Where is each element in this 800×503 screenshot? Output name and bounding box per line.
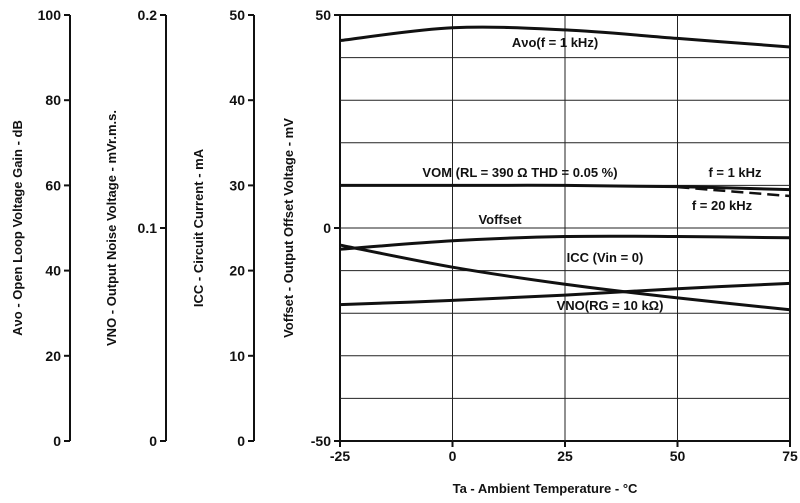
y-axis-label-voff: Voffset - Output Offset Voltage - mV: [281, 118, 296, 338]
y-tick-label-avo: 40: [45, 263, 61, 279]
x-tick-label: -25: [330, 448, 350, 464]
series-line-4: [339, 243, 791, 312]
y-axis-label-avo: Aνo - Open Loop Voltage Gain - dB: [10, 120, 25, 336]
y-tick-label-avo: 100: [38, 7, 62, 23]
y-tick-label-voff: 0: [323, 220, 331, 236]
y-tick-label-icc: 30: [229, 177, 245, 193]
series-line-5: [339, 281, 791, 307]
x-axis-label: Ta - Ambient Temperature - °C: [453, 481, 638, 496]
series-line-0: [339, 25, 791, 49]
y-tick-label-voff: -50: [311, 433, 331, 449]
x-tick-label: 50: [670, 448, 686, 464]
x-tick-label: 25: [557, 448, 573, 464]
y-tick-label-avo: 80: [45, 92, 61, 108]
series-label-5: VNO(RG = 10 kΩ): [557, 298, 664, 313]
y-tick-label-icc: 20: [229, 263, 245, 279]
series-label-4: ICC (Vin = 0): [567, 250, 644, 265]
series-note-vom-1khz: f = 1 kHz: [708, 165, 762, 180]
y-tick-label-avo: 60: [45, 177, 61, 193]
y-tick-label-vno: 0: [149, 433, 157, 449]
y-axis-label-icc: ICC - Circuit Current - mA: [191, 148, 206, 307]
series-line-3: [339, 234, 791, 251]
series-line-2: [677, 185, 791, 198]
y-tick-label-icc: 10: [229, 348, 245, 364]
y-tick-label-icc: 40: [229, 92, 245, 108]
y-tick-label-icc: 0: [237, 433, 245, 449]
y-tick-label-avo: 20: [45, 348, 61, 364]
y-tick-label-voff: 50: [315, 7, 331, 23]
series-label-0: Aνo(f = 1 kHz): [512, 35, 598, 50]
x-tick-label: 75: [782, 448, 798, 464]
series-label-3: Voffset: [478, 212, 522, 227]
y-tick-label-avo: 0: [53, 433, 61, 449]
series-label-vom: VOM (RL = 390 Ω THD = 0.05 %): [422, 165, 617, 180]
y-axis-label-vno: VNO - Output Noise Voltage - mVr.m.s.: [104, 110, 119, 346]
x-tick-label: 0: [449, 448, 457, 464]
series-line-1: [340, 183, 791, 192]
series-label-2: f = 20 kHz: [692, 198, 753, 213]
y-tick-label-vno: 0.1: [138, 220, 158, 236]
y-tick-label-icc: 50: [229, 7, 245, 23]
y-tick-label-vno: 0.2: [138, 7, 158, 23]
